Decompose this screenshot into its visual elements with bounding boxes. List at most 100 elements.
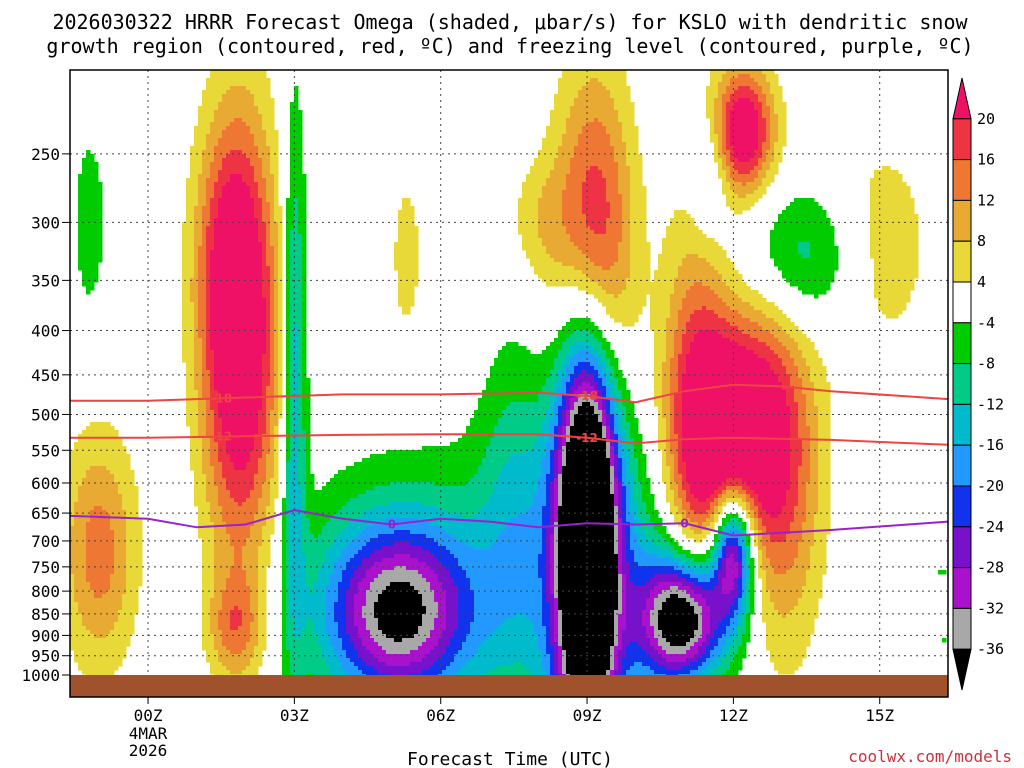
omega-cell [690, 518, 707, 523]
omega-cell [786, 402, 799, 407]
omega-cell [618, 490, 623, 495]
omega-cell [622, 586, 627, 591]
omega-cell [770, 534, 787, 539]
omega-cell [758, 118, 767, 123]
omega-cell [618, 566, 623, 571]
omega-cell [738, 74, 751, 79]
omega-cell [206, 266, 211, 271]
omega-cell [730, 666, 743, 671]
omega-cell [726, 546, 739, 551]
omega-cell [346, 610, 355, 615]
omega-cell [242, 554, 259, 559]
omega-cell [738, 602, 743, 607]
omega-cell [566, 442, 607, 447]
omega-cell [258, 642, 267, 647]
omega-cell [718, 666, 731, 671]
isotherm-label: -12 [576, 431, 598, 445]
omega-cell [378, 574, 423, 579]
omega-cell [634, 446, 643, 451]
omega-cell [302, 530, 311, 535]
omega-cell [222, 510, 259, 515]
omega-cell [610, 386, 615, 391]
omega-cell [758, 534, 763, 539]
omega-cell [378, 626, 419, 631]
omega-cell [766, 122, 771, 127]
omega-cell [194, 350, 203, 355]
omega-cell [258, 586, 267, 591]
omega-cell [726, 154, 731, 159]
omega-cell [322, 654, 339, 659]
omega-cell [630, 486, 635, 491]
omega-cell [298, 438, 307, 443]
omega-cell [726, 550, 739, 555]
omega-cell [86, 526, 111, 531]
omega-cell [270, 382, 275, 387]
omega-cell [262, 270, 271, 275]
omega-cell [766, 642, 811, 647]
omega-cell [546, 538, 551, 543]
omega-cell [790, 566, 811, 571]
omega-cell [290, 606, 327, 611]
omega-cell [774, 666, 799, 671]
omega-cell [558, 602, 619, 607]
omega-cell [298, 478, 307, 483]
omega-cell [614, 662, 619, 667]
omega-cell [718, 166, 723, 171]
omega-cell [606, 222, 623, 227]
omega-cell [278, 398, 283, 403]
omega-cell [614, 526, 619, 531]
omega-cell [670, 486, 679, 491]
omega-cell [738, 606, 743, 611]
omega-cell [574, 366, 595, 371]
omega-cell [306, 562, 323, 567]
omega-cell [742, 578, 747, 583]
omega-cell [298, 422, 303, 427]
omega-cell [790, 282, 831, 287]
omega-cell [726, 302, 751, 307]
omega-cell [750, 610, 755, 615]
omega-cell [630, 170, 643, 175]
omega-cell [218, 618, 231, 623]
omega-cell [466, 430, 495, 435]
omega-cell [746, 558, 751, 563]
omega-cell [710, 570, 715, 575]
omega-cell [694, 558, 707, 563]
omega-cell [206, 86, 231, 91]
omega-cell [286, 522, 291, 527]
omega-cell [622, 590, 627, 595]
omega-cell [266, 242, 271, 247]
omega-cell [558, 658, 563, 663]
omega-cell [218, 398, 263, 403]
omega-cell [630, 534, 639, 539]
omega-cell [726, 654, 735, 659]
omega-cell [686, 354, 759, 359]
omega-cell [534, 266, 575, 271]
omega-cell [290, 670, 331, 675]
omega-cell [818, 502, 831, 507]
omega-cell [446, 614, 459, 619]
omega-cell [618, 554, 623, 559]
omega-cell [286, 254, 291, 259]
omega-cell [262, 202, 271, 207]
omega-cell [362, 530, 395, 535]
omega-cell [778, 218, 831, 223]
omega-cell [254, 98, 275, 103]
omega-cell [378, 534, 427, 539]
omega-cell [610, 394, 619, 399]
omega-cell [298, 470, 307, 475]
omega-cell [762, 594, 771, 599]
omega-cell [794, 558, 811, 563]
omega-cell [182, 294, 191, 299]
omega-cell [778, 118, 787, 123]
omega-cell [306, 482, 315, 487]
omega-cell [106, 590, 127, 595]
omega-cell [630, 222, 647, 227]
omega-cell [662, 606, 695, 611]
omega-cell [330, 578, 343, 583]
omega-cell [458, 622, 471, 627]
omega-cell [646, 506, 655, 511]
omega-cell [214, 478, 227, 483]
omega-cell [622, 438, 627, 443]
omega-cell [714, 658, 723, 663]
